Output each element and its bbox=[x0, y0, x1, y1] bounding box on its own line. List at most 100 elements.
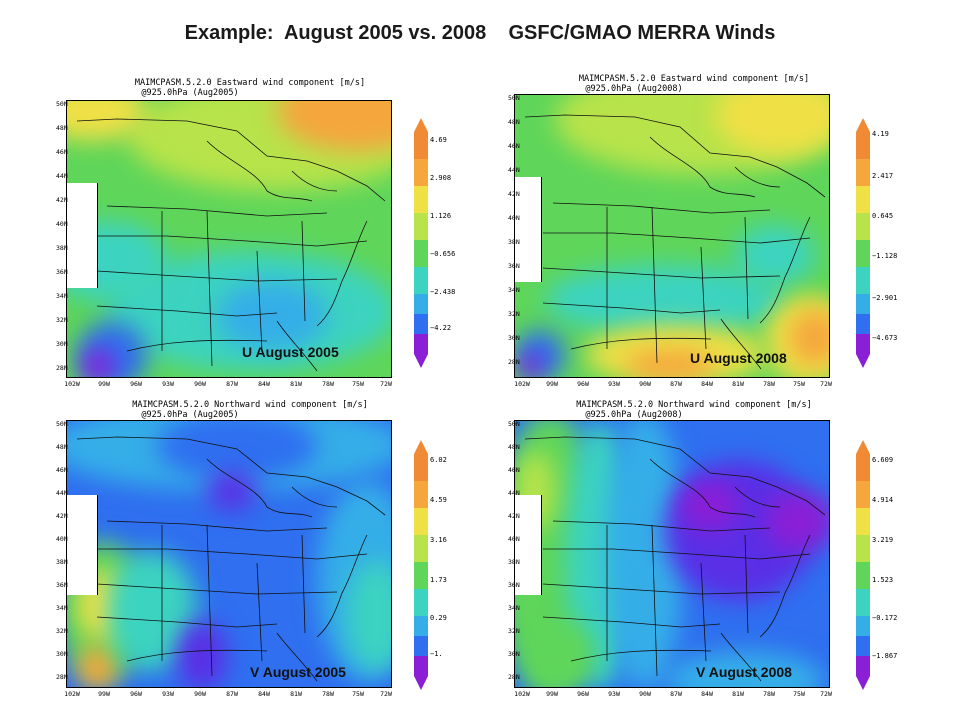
coastline-lines bbox=[76, 118, 386, 372]
lat-label: 34N bbox=[508, 604, 520, 612]
colorbar-segment bbox=[414, 159, 428, 186]
wind-map bbox=[66, 100, 392, 378]
lon-label: 78W bbox=[763, 380, 775, 388]
lon-label: 84W bbox=[258, 690, 270, 698]
map-mask bbox=[515, 495, 542, 595]
wind-map bbox=[514, 94, 830, 378]
colorbar-segment bbox=[856, 535, 870, 562]
lon-label: 90W bbox=[194, 690, 206, 698]
lon-label: 75W bbox=[352, 690, 364, 698]
lat-label: 44N bbox=[508, 166, 520, 174]
colorbar-segment bbox=[856, 240, 870, 267]
colorbar-label: 3.219 bbox=[872, 536, 894, 544]
lat-label: 40N bbox=[56, 220, 68, 228]
lat-label: 50N bbox=[508, 420, 520, 428]
colorbar-segment bbox=[414, 636, 428, 656]
lat-label: 34N bbox=[508, 286, 520, 294]
lon-label: 102W bbox=[64, 690, 80, 698]
lat-label: 32N bbox=[56, 627, 68, 635]
panel-u-august-2005: MAIMCPASM.5.2.0 Eastward wind component … bbox=[50, 78, 455, 398]
colorbar-label: −0.172 bbox=[872, 614, 898, 622]
colorbar-segment bbox=[856, 267, 870, 294]
lat-label: 34N bbox=[56, 604, 68, 612]
lon-label: 90W bbox=[194, 380, 206, 388]
panel-title-line2: @925.0hPa (Aug2005) bbox=[141, 88, 239, 98]
lat-label: 50N bbox=[508, 94, 520, 102]
lon-label: 84W bbox=[701, 690, 713, 698]
lon-label: 99W bbox=[546, 380, 558, 388]
colorbar-top-arrow bbox=[856, 118, 870, 132]
panel-title-line2: @925.0hPa (Aug2008) bbox=[585, 410, 683, 420]
field-green-sw bbox=[535, 621, 595, 687]
lat-label: 42N bbox=[508, 512, 520, 520]
colorbar-segment bbox=[414, 535, 428, 562]
field-teal-east bbox=[347, 561, 391, 671]
colorbar-segment bbox=[856, 132, 870, 159]
panel-v-august-2005: MAIMCPASM.5.2.0 Northward wind component… bbox=[50, 400, 450, 720]
colorbar-label: 6.609 bbox=[872, 456, 894, 464]
lat-label: 40N bbox=[508, 535, 520, 543]
colorbar-bottom-arrow bbox=[856, 676, 870, 690]
lat-label: 42N bbox=[56, 196, 68, 204]
lon-label: 96W bbox=[130, 690, 142, 698]
colorbar-label: 0.29 bbox=[430, 614, 447, 622]
colorbar-bottom-arrow bbox=[856, 354, 870, 368]
lat-label: 36N bbox=[508, 581, 520, 589]
colorbar-segment bbox=[414, 616, 428, 636]
panel-v-august-2008: MAIMCPASM.5.2.0 Northward wind component… bbox=[494, 400, 898, 720]
lat-label: 48N bbox=[56, 124, 68, 132]
lat-label: 30N bbox=[508, 650, 520, 658]
colorbar-label: 4.19 bbox=[872, 130, 889, 138]
lon-label: 90W bbox=[639, 380, 651, 388]
lon-label: 87W bbox=[226, 690, 238, 698]
panel-caption: V August 2005 bbox=[250, 664, 346, 680]
lon-label: 93W bbox=[162, 690, 174, 698]
field-purple-east bbox=[765, 491, 829, 551]
lat-label: 42N bbox=[56, 512, 68, 520]
wind-map bbox=[514, 420, 830, 688]
lon-label: 72W bbox=[820, 690, 832, 698]
colorbar-segment bbox=[414, 267, 428, 294]
lon-label: 72W bbox=[380, 690, 392, 698]
colorbar-label: 1.523 bbox=[872, 576, 894, 584]
panel-title-line1: MAIMCPASM.5.2.0 Northward wind component… bbox=[132, 400, 368, 410]
colorbar-segment bbox=[414, 334, 428, 354]
field-purple-sw bbox=[81, 349, 115, 377]
colorbar-label: 4.914 bbox=[872, 496, 894, 504]
colorbar-label: 1.73 bbox=[430, 576, 447, 584]
panel-title-line1: MAIMCPASM.5.2.0 Eastward wind component … bbox=[134, 78, 366, 88]
lon-label: 75W bbox=[793, 690, 805, 698]
colorbar-segment bbox=[414, 562, 428, 589]
lon-label: 102W bbox=[514, 380, 530, 388]
lat-label: 36N bbox=[508, 262, 520, 270]
colorbar-segment bbox=[856, 159, 870, 186]
colorbar-segment bbox=[414, 656, 428, 676]
lat-label: 40N bbox=[508, 214, 520, 222]
lon-label: 99W bbox=[98, 690, 110, 698]
lat-label: 30N bbox=[56, 340, 68, 348]
colorbar-segment bbox=[856, 562, 870, 589]
colorbar-segment bbox=[856, 481, 870, 508]
lat-label: 46N bbox=[508, 142, 520, 150]
lon-label: 96W bbox=[130, 380, 142, 388]
colorbar-segment bbox=[414, 481, 428, 508]
lon-label: 90W bbox=[639, 690, 651, 698]
colorbar-label: 2.908 bbox=[430, 174, 452, 182]
colorbar-segment bbox=[414, 314, 428, 334]
lat-label: 48N bbox=[56, 443, 68, 451]
lat-label: 36N bbox=[56, 581, 68, 589]
colorbar-segment bbox=[414, 454, 428, 481]
colorbar-segment bbox=[414, 294, 428, 314]
lon-label: 96W bbox=[577, 380, 589, 388]
lat-label: 36N bbox=[56, 268, 68, 276]
colorbar-segment bbox=[856, 454, 870, 481]
lon-label: 78W bbox=[763, 690, 775, 698]
colorbar-segment bbox=[856, 334, 870, 354]
colorbar-segment bbox=[856, 508, 870, 535]
lon-label: 81W bbox=[290, 690, 302, 698]
coastline-lines bbox=[524, 114, 826, 370]
field-teal-east bbox=[735, 225, 815, 285]
colorbar-label: −1.867 bbox=[872, 652, 898, 660]
lon-label: 75W bbox=[352, 380, 364, 388]
panel-caption: U August 2005 bbox=[242, 344, 339, 360]
